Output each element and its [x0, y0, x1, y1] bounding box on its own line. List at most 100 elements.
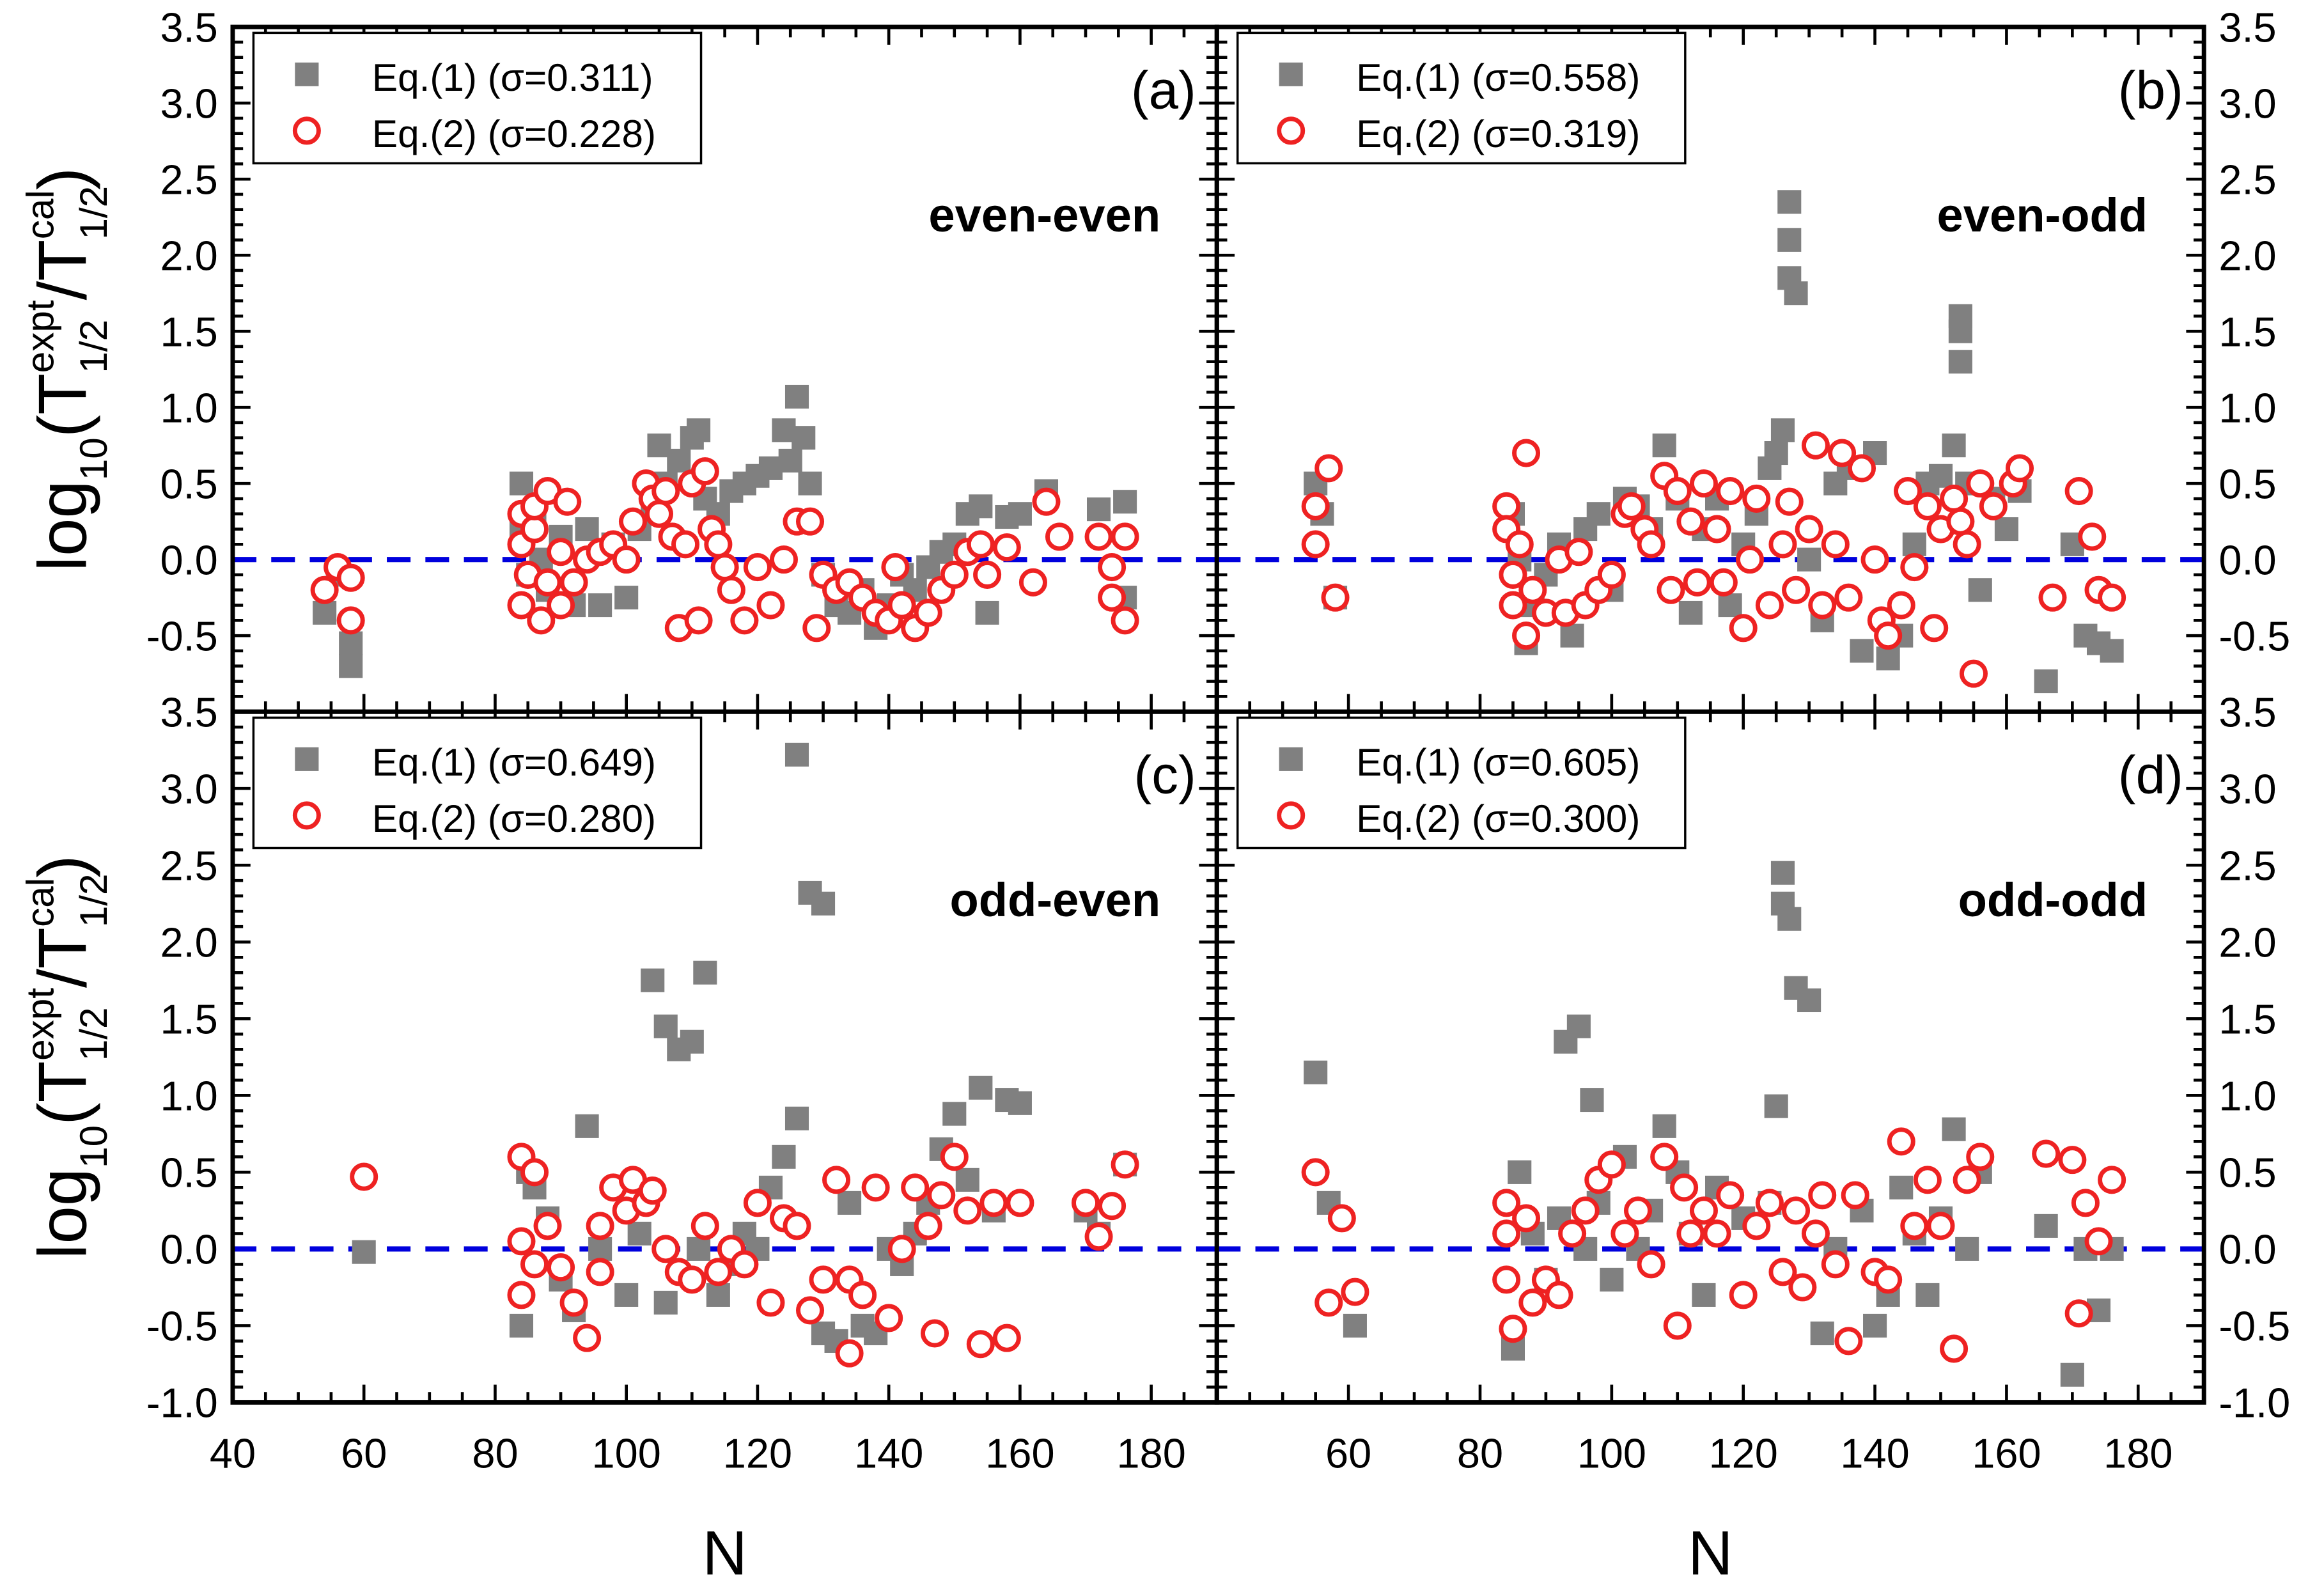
- eq2-point: [1597, 560, 1626, 589]
- y-tick-label: 1.5: [160, 308, 218, 355]
- y-axis-label-part: 1/2: [72, 320, 115, 373]
- eq1-point: [1770, 418, 1795, 442]
- eq1-point: [969, 1075, 993, 1100]
- y-axis-label-part: 1/2: [72, 873, 115, 927]
- eq2-point: [1953, 1166, 1981, 1194]
- eq2-point: [1670, 1173, 1699, 1202]
- eq1-point: [784, 1106, 809, 1130]
- eq2-point: [1716, 477, 1745, 506]
- y-axis-label-part: T: [24, 240, 100, 281]
- y-tick-label: 3.5: [160, 689, 218, 735]
- eq2-point: [520, 1250, 549, 1279]
- legend-eq2-marker: [1277, 116, 1306, 145]
- eq2-point: [1860, 545, 1889, 574]
- eq2-point: [966, 1330, 995, 1359]
- eq2-point: [1301, 492, 1330, 520]
- eq2-point: [769, 545, 799, 574]
- y-axis-label-part: (: [24, 1102, 100, 1125]
- y-tick-label: 0.0: [2219, 1226, 2276, 1273]
- eq2-point: [644, 499, 674, 528]
- eq2-point: [350, 1162, 378, 1191]
- eq2-point: [973, 560, 1002, 589]
- eq2-point: [1492, 1265, 1521, 1294]
- eq2-point: [1624, 1196, 1653, 1225]
- eq1-point: [1113, 490, 1137, 514]
- x-tick-label: 60: [1325, 1430, 1371, 1476]
- eq2-point: [2032, 1139, 2061, 1168]
- x-axis-label-left: N: [702, 1518, 747, 1585]
- eq1-point: [1580, 1088, 1604, 1113]
- eq1-point: [1770, 861, 1795, 885]
- x-tick-label: 80: [1457, 1430, 1503, 1476]
- eq2-point: [1676, 507, 1705, 536]
- eq1-point: [575, 1114, 599, 1138]
- eq2-point: [881, 553, 910, 582]
- eq2-point: [1111, 522, 1139, 551]
- y-axis-label-part: cal: [18, 190, 61, 239]
- eq2-point: [1940, 484, 1969, 513]
- eq2-point: [1492, 492, 1521, 520]
- eq1-point: [792, 426, 816, 450]
- y-axis-label-part: /: [24, 969, 100, 988]
- y-tick-label: -0.5: [146, 1303, 218, 1350]
- eq1-point: [942, 1102, 967, 1126]
- legend-eq1-marker: [1279, 62, 1303, 86]
- eq1-point: [778, 448, 802, 472]
- eq1-point: [1777, 907, 1802, 931]
- y-tick-label: 3.5: [160, 4, 218, 51]
- x-tick-label: 180: [2103, 1430, 2172, 1476]
- eq2-point: [1716, 1181, 1745, 1210]
- eq2-point: [887, 1235, 916, 1263]
- eq2-point: [1966, 469, 1995, 498]
- legend-eq2-marker: [1277, 801, 1306, 830]
- legend-box: [252, 716, 703, 850]
- y-axis-label-part: ): [24, 168, 100, 191]
- eq2-point: [520, 1158, 549, 1187]
- y-tick-label: 2.0: [2219, 232, 2276, 279]
- eq2-point: [2078, 522, 2107, 551]
- eq1-point: [1797, 988, 1821, 1013]
- eq2-point: [1900, 553, 1929, 582]
- eq1-point: [1850, 639, 1874, 663]
- y-tick-label: 2.5: [2219, 156, 2276, 203]
- panel-title: even-even: [928, 189, 1160, 242]
- eq2-point: [690, 457, 719, 486]
- x-tick-label: 100: [1577, 1430, 1646, 1476]
- eq2-point: [2064, 1299, 2093, 1328]
- eq2-point: [1564, 538, 1593, 566]
- y-tick-label: -1.0: [146, 1380, 218, 1426]
- eq1-point: [1304, 1060, 1328, 1084]
- eq1-point: [1810, 1321, 1834, 1345]
- eq1-point: [1692, 1283, 1716, 1307]
- eq2-point: [875, 1304, 903, 1332]
- eq2-point: [547, 538, 575, 566]
- eq1-point: [798, 471, 822, 496]
- x-tick-label: 160: [1972, 1430, 2041, 1476]
- eq1-point: [1915, 1283, 1940, 1307]
- y-tick-label: 3.5: [2219, 4, 2276, 51]
- eq1-point: [1902, 532, 1926, 556]
- eq2-point: [1499, 591, 1527, 620]
- y-tick-label: 0.5: [160, 1150, 218, 1196]
- x-tick-label: 160: [985, 1430, 1054, 1476]
- eq2-point: [1597, 1150, 1626, 1179]
- eq2-point: [1637, 530, 1665, 559]
- eq1-point: [706, 1283, 730, 1307]
- legend-eq1-marker: [295, 747, 319, 771]
- eq2-point: [743, 553, 772, 582]
- eq1-point: [1955, 1237, 1979, 1261]
- y-tick-label: 2.0: [160, 232, 218, 279]
- eq2-point: [573, 1323, 602, 1352]
- y-tick-label: -0.5: [2219, 1303, 2290, 1350]
- eq2-point: [1926, 1212, 1955, 1240]
- legend-eq1-marker: [1279, 747, 1303, 771]
- panel-frame: [1214, 709, 2206, 1405]
- eq2-point: [1808, 1181, 1837, 1210]
- y-tick-label: 2.0: [2219, 919, 2276, 965]
- y-axis-label-part: 10: [72, 437, 115, 480]
- eq1-point: [1600, 1267, 1624, 1292]
- eq2-point: [979, 1189, 1008, 1217]
- panel-label: (d): [2118, 745, 2183, 805]
- eq1-point: [1560, 623, 1584, 648]
- eq1-point: [1968, 578, 1992, 602]
